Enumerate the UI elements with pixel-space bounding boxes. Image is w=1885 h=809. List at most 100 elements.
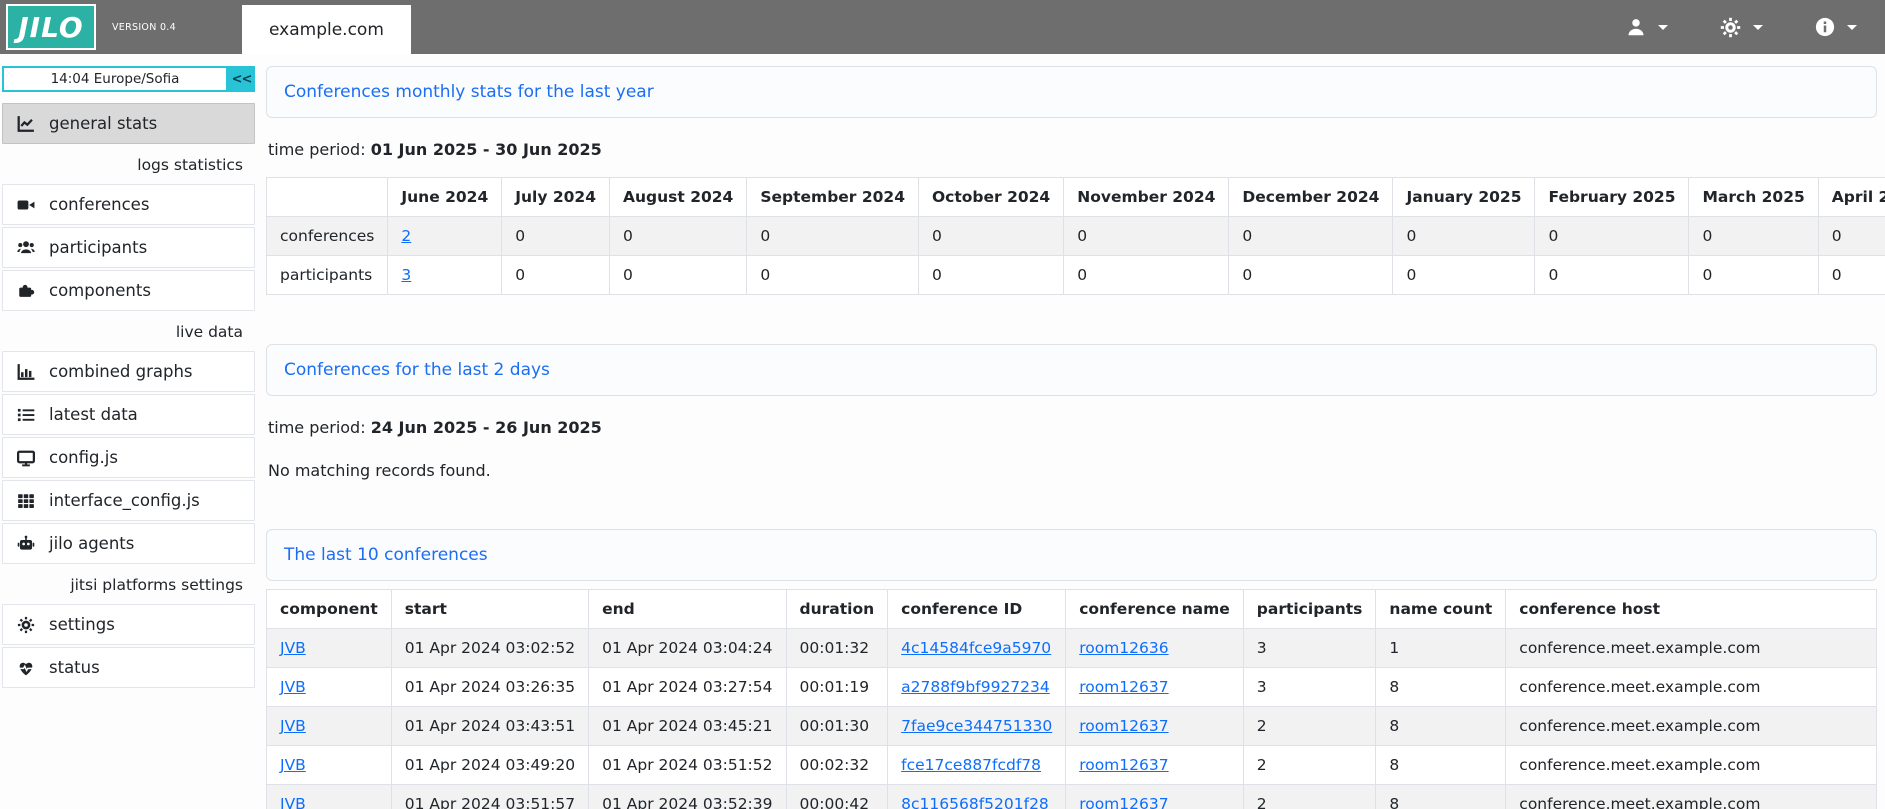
sidebar-section-logs-statistics: logs statistics [137,156,243,174]
start-cell: 01 Apr 2024 03:51:57 [390,784,590,809]
value-cell: 0 [1063,216,1230,256]
value-cell: 0 [746,216,919,256]
sidebar-item-label: general stats [49,114,158,133]
start-cell: 01 Apr 2024 03:43:51 [390,706,590,746]
participants-count-link[interactable]: 3 [401,266,412,284]
value-cell: 0 [609,216,748,256]
conference-name-link[interactable]: room12636 [1079,639,1169,657]
video-camera-icon [17,196,35,214]
gear-icon [1720,17,1741,38]
table-row: JVB 01 Apr 2024 03:26:35 01 Apr 2024 03:… [266,667,1877,707]
sidebar-item-config-js[interactable]: config.js [2,437,255,478]
last-10-title-link[interactable]: The last 10 conferences [284,545,488,565]
column-header: conference name [1065,589,1244,629]
column-header: end [588,589,787,629]
table-row: JVB 01 Apr 2024 03:02:52 01 Apr 2024 03:… [266,628,1877,668]
duration-cell: 00:00:42 [785,784,889,809]
component-link[interactable]: JVB [280,678,306,696]
heart-pulse-icon [17,659,35,677]
value-cell: 0 [917,255,1065,295]
name-count-cell: 8 [1375,667,1507,707]
name-count-cell: 8 [1375,745,1507,785]
end-cell: 01 Apr 2024 03:27:54 [588,667,787,707]
sidebar-item-jilo-agents[interactable]: jilo agents [2,523,255,564]
settings-menu[interactable] [1720,17,1763,38]
table-row: JVB 01 Apr 2024 03:43:51 01 Apr 2024 03:… [266,706,1877,746]
value-cell: 0 [1688,216,1819,256]
conferences-count-link[interactable]: 2 [401,227,412,245]
participants-cell: 2 [1242,706,1377,746]
sidebar-item-label: interface_config.js [49,491,200,510]
sidebar-item-settings[interactable]: settings [2,604,255,645]
sidebar-item-label: settings [49,615,115,634]
conference-host-cell: conference.meet.example.com [1505,628,1877,668]
sidebar-item-combined-graphs[interactable]: combined graphs [2,351,255,392]
conference-name-link[interactable]: room12637 [1079,678,1169,696]
value-cell: 0 [1392,255,1536,295]
time-period-label: time period: [268,418,366,437]
no-records-message: No matching records found. [268,461,491,480]
conference-id-link[interactable]: 8c116568f5201f28 [901,795,1049,809]
user-menu[interactable] [1626,17,1668,37]
last-2-days-title-link[interactable]: Conferences for the last 2 days [284,360,550,380]
sidebar-item-label: status [49,658,100,677]
sidebar-item-label: components [49,281,151,300]
monthly-stats-title-link[interactable]: Conferences monthly stats for the last y… [284,82,654,102]
sidebar-item-status[interactable]: status [2,647,255,688]
month-column-header: September 2024 [746,177,919,217]
month-column-header: November 2024 [1063,177,1230,217]
sidebar-collapse-button[interactable]: << [228,66,255,92]
last-10-card-header: The last 10 conferences [266,529,1877,581]
component-link[interactable]: JVB [280,639,306,657]
last-10-header-row: component start end duration conference … [266,589,1877,629]
users-icon [17,239,35,257]
monthly-header-row: June 2024 July 2024 August 2024 Septembe… [265,177,1885,217]
sidebar-item-latest-data[interactable]: latest data [2,394,255,435]
platform-tab-label: example.com [269,19,384,40]
value-cell: 0 [1817,255,1885,295]
month-column-header: July 2024 [501,177,611,217]
sidebar-item-components[interactable]: components [2,270,255,311]
conference-id-link[interactable]: a2788f9bf9927234 [901,678,1050,696]
sidebar-item-label: participants [49,238,148,257]
chart-line-icon [17,115,35,133]
sidebar: 14:04 Europe/Sofia << general stats logs… [0,54,256,809]
duration-cell: 00:01:32 [785,628,889,668]
end-cell: 01 Apr 2024 03:04:24 [588,628,787,668]
info-menu[interactable] [1815,17,1857,37]
conference-id-link[interactable]: fce17ce887fcdf78 [901,756,1042,774]
month-column-header: August 2024 [609,177,748,217]
conference-name-link[interactable]: room12637 [1079,795,1169,809]
sidebar-section-live-data: live data [175,323,243,341]
chevron-down-icon [1658,24,1668,30]
participants-cell: 3 [1242,628,1377,668]
sidebar-item-general-stats[interactable]: general stats [2,103,255,144]
monthly-stats-table: June 2024 July 2024 August 2024 Septembe… [265,177,1885,295]
component-link[interactable]: JVB [280,717,306,735]
conference-name-link[interactable]: room12637 [1079,756,1169,774]
sidebar-item-interface-config-js[interactable]: interface_config.js [2,480,255,521]
row-label: participants [265,255,389,295]
display-icon [17,449,35,467]
column-header: name count [1375,589,1507,629]
value-cell: 0 [1534,255,1690,295]
value-cell: 0 [1228,255,1394,295]
puzzle-piece-icon [17,282,35,300]
component-link[interactable]: JVB [280,756,306,774]
table-row: JVB 01 Apr 2024 03:51:57 01 Apr 2024 03:… [266,784,1877,809]
component-link[interactable]: JVB [280,795,306,809]
conference-id-link[interactable]: 7fae9ce344751330 [901,717,1053,735]
conference-name-link[interactable]: room12637 [1079,717,1169,735]
sidebar-item-conferences[interactable]: conferences [2,184,255,225]
sidebar-item-participants[interactable]: participants [2,227,255,268]
value-cell: 0 [746,255,919,295]
topbar: JILO VERSION 0.4 example.com [0,0,1885,54]
time-period-value: 01 Jun 2025 - 30 Jun 2025 [370,140,602,159]
conference-id-link[interactable]: 4c14584fce9a5970 [901,639,1052,657]
table-row-participants: participants 3 0 0 0 0 0 0 0 0 0 0 0 0 [265,255,1885,295]
tab-platform-example-com[interactable]: example.com [242,5,411,54]
app-logo[interactable]: JILO [6,4,96,50]
time-period-label: time period: [268,140,366,159]
last-2-days-time-period: time period: 24 Jun 2025 - 26 Jun 2025 [268,418,1877,437]
participants-cell: 3 [1242,667,1377,707]
